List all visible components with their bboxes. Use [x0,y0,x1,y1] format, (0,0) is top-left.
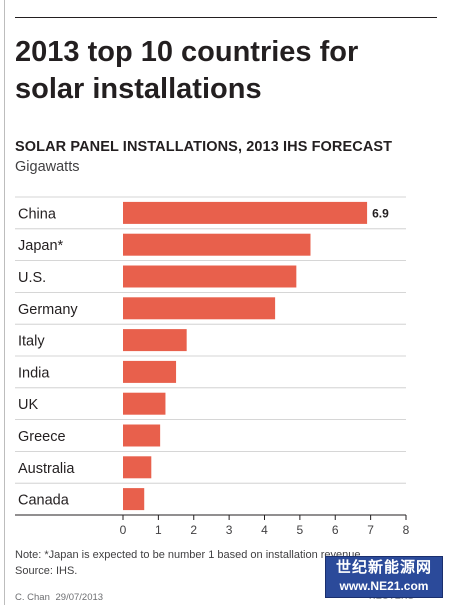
x-tick-label: 0 [120,523,127,537]
watermark-chinese: 世纪新能源网 [335,559,432,576]
credit-date: 29/07/2013 [55,592,104,603]
category-label: Australia [18,461,75,477]
category-label: Japan* [18,238,64,254]
bar [123,233,311,256]
category-label: Greece [18,429,66,445]
top-rule [15,17,437,18]
watermark-url: www.NE21.com [339,579,429,593]
chart-unit-label: Gigawatts [15,159,80,175]
data-label: 6.9 [372,206,389,220]
x-tick-label: 5 [297,523,304,537]
bar [123,265,297,288]
bar [123,360,177,383]
x-tick-label: 8 [403,523,410,537]
source-line: Source: IHS. [15,565,78,577]
bar [123,488,145,511]
category-label: India [18,365,50,381]
bar [123,424,161,447]
bar [123,329,187,352]
x-tick-label: 1 [155,523,162,537]
category-label: UK [18,397,38,413]
category-label: Canada [18,493,70,509]
chart-notes: Note: *Japan is expected to be number 1 … [15,547,361,579]
category-label: U.S. [18,270,46,286]
credit-line: C. Chan 29/07/2013 [15,592,103,603]
frame-border [4,0,5,605]
category-label: Germany [18,302,78,318]
category-label: China [18,206,57,222]
x-tick-label: 6 [332,523,339,537]
x-tick-label: 4 [261,523,268,537]
bar [123,297,276,320]
bar [123,392,166,415]
site-watermark: 世纪新能源网 www.NE21.com [325,556,443,598]
x-tick-label: 3 [226,523,233,537]
footnote: Note: *Japan is expected to be number 1 … [15,549,361,561]
x-tick-label: 2 [190,523,197,537]
x-tick-label: 7 [367,523,374,537]
bar [123,201,368,224]
chart-title: SOLAR PANEL INSTALLATIONS, 2013 IHS FORE… [15,139,393,155]
bar [123,456,152,479]
page-title: 2013 top 10 countries for solar installa… [15,36,359,105]
category-label: Italy [18,334,45,350]
credit-author: C. Chan [15,592,50,603]
